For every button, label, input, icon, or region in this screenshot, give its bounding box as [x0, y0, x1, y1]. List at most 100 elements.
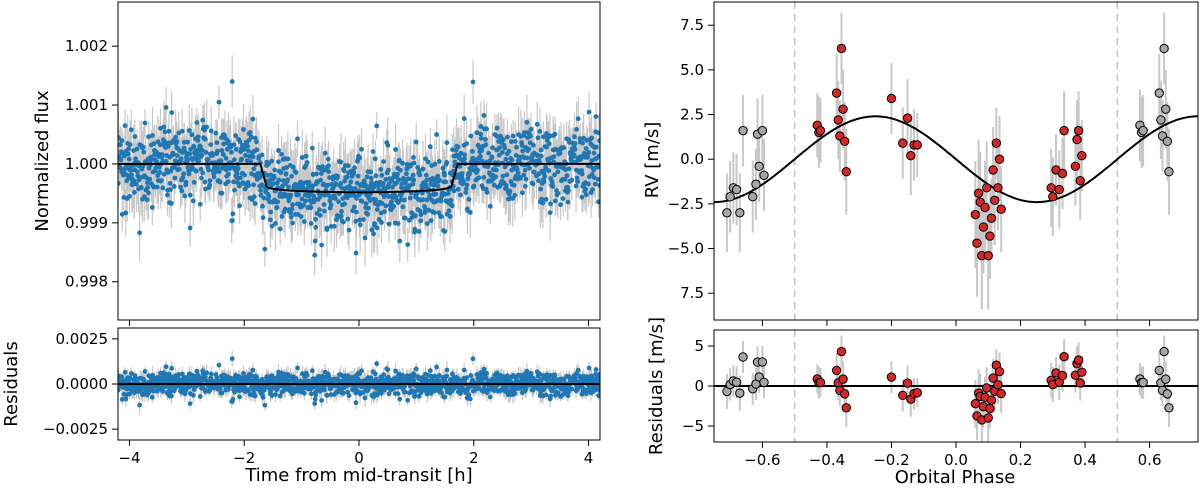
transit-point: [353, 218, 359, 224]
transit-point: [150, 133, 155, 138]
y-tick-label: −5.0: [668, 240, 704, 258]
transit-point: [520, 190, 525, 196]
transit-point: [585, 181, 591, 187]
transit-point: [241, 127, 246, 132]
transit-point: [580, 140, 585, 146]
transit-point: [538, 186, 544, 192]
transit-point: [338, 181, 343, 186]
transit-point: [160, 185, 166, 191]
transit-point: [304, 160, 310, 165]
transit-point: [374, 225, 380, 231]
transit-residual-y-label: Residuals: [1, 341, 22, 426]
transit-point: [276, 177, 282, 183]
transit-panel: 0.998 0.999 1.000 1.001 1.002 Normalized flu…: [32, 1, 601, 326]
transit-point: [514, 144, 519, 150]
transit-point: [455, 186, 461, 192]
x-tick-label: 4: [584, 449, 594, 467]
transit-residual-point: [572, 375, 578, 381]
transit-point: [331, 223, 337, 229]
transit-point: [237, 183, 242, 189]
rv-point: [754, 161, 764, 172]
y-tick-label: −0.0025: [43, 420, 108, 438]
transit-point: [434, 132, 439, 137]
rv-point: [738, 125, 748, 136]
transit-point: [494, 125, 500, 131]
rv-residual-point: [815, 377, 826, 388]
transit-residual-point: [385, 367, 391, 373]
transit-point: [383, 177, 389, 182]
transit-point: [374, 123, 380, 129]
transit-point: [380, 181, 386, 186]
transit-point: [418, 218, 424, 224]
transit-residual-point: [442, 394, 448, 400]
transit-point: [211, 174, 217, 180]
transit-residual-point: [505, 373, 510, 379]
transit-point: [140, 163, 146, 169]
transit-point: [161, 124, 167, 130]
transit-point: [134, 146, 140, 152]
transit-point: [184, 158, 190, 164]
transit-residual-point: [411, 378, 417, 383]
rv-residuals-panel: 5 0 −5 −0.6 −0.4 −0.2 0.0 0.2 0.4 0.6 Residuals …: [646, 317, 1199, 488]
rv-point: [1156, 115, 1166, 125]
transit-point: [237, 175, 243, 181]
transit-point: [397, 238, 403, 244]
transit-point: [126, 156, 132, 162]
transit-point: [440, 165, 446, 171]
transit-point: [313, 216, 318, 222]
transit-point: [288, 192, 294, 198]
rv-points: [722, 43, 1174, 261]
transit-point: [468, 133, 474, 139]
transit-point: [412, 213, 418, 219]
transit-model-curve: [118, 162, 600, 194]
transit-point: [579, 194, 585, 200]
transit-point: [212, 169, 218, 175]
transit-point: [557, 150, 563, 156]
transit-point: [322, 150, 328, 156]
transit-point: [350, 208, 355, 214]
rv-point: [839, 136, 850, 147]
rv-residual-point: [983, 413, 993, 423]
transit-point: [572, 141, 578, 147]
transit-residual-point: [405, 397, 411, 403]
transit-point: [271, 175, 277, 181]
transit-point: [464, 182, 470, 188]
transit-residual-point: [543, 392, 549, 398]
transit-point: [372, 156, 378, 162]
transit-point: [497, 145, 502, 151]
transit-residual-point: [237, 394, 243, 400]
transit-residual-point: [241, 371, 246, 376]
transit-point: [490, 145, 495, 151]
rv-residual-point: [735, 388, 745, 398]
transit-point: [171, 151, 176, 157]
transit-point: [235, 166, 241, 171]
transit-point: [427, 144, 433, 150]
rv-residual-point: [1162, 389, 1173, 399]
transit-point: [536, 178, 541, 184]
transit-point: [335, 173, 341, 179]
transit-residual-points: [118, 356, 600, 408]
transit-point: [214, 148, 220, 154]
transit-residual-point: [204, 370, 210, 376]
transit-point: [479, 148, 484, 154]
transit-point: [546, 168, 552, 174]
transit-point: [179, 188, 185, 194]
rv-residual-point: [838, 374, 848, 384]
transit-residual-point: [565, 393, 571, 399]
transit-point: [286, 184, 291, 190]
transit-residual-point: [402, 389, 408, 395]
transit-point: [180, 175, 186, 180]
y-tick-label: 0: [694, 377, 704, 395]
transit-point: [285, 156, 291, 162]
transit-residual-point: [353, 400, 359, 406]
transit-point: [288, 210, 294, 216]
transit-point: [332, 196, 338, 201]
transit-point: [410, 181, 416, 187]
transit-residual-point: [203, 389, 208, 395]
transit-residual-point: [530, 387, 536, 393]
rv-point: [1077, 150, 1087, 161]
rv-point: [831, 88, 842, 98]
x-tick-label: −4: [118, 449, 140, 467]
transit-residual-point: [128, 371, 134, 376]
transit-point: [119, 211, 125, 217]
